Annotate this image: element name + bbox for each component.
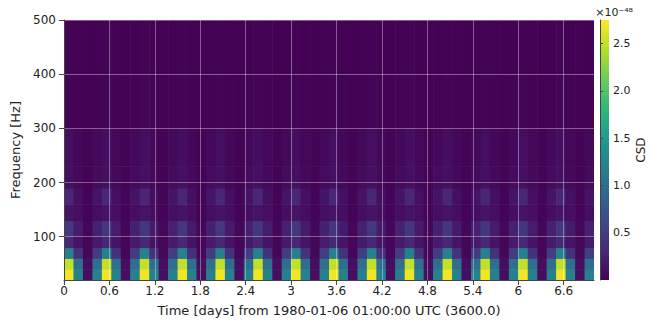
svg-text:3: 3 — [287, 284, 295, 298]
svg-text:400: 400 — [33, 67, 56, 81]
svg-text:2.5: 2.5 — [613, 37, 631, 50]
svg-text:100: 100 — [33, 230, 56, 244]
svg-text:6.6: 6.6 — [554, 284, 573, 298]
svg-text:1.2: 1.2 — [145, 284, 164, 298]
svg-text:2.4: 2.4 — [236, 284, 255, 298]
svg-text:CSD: CSD — [634, 137, 648, 162]
svg-text:4.2: 4.2 — [372, 284, 391, 298]
svg-text:1.8: 1.8 — [191, 284, 210, 298]
svg-text:300: 300 — [33, 121, 56, 135]
svg-text:1.5: 1.5 — [613, 132, 631, 145]
svg-text:6: 6 — [514, 284, 522, 298]
svg-text:0: 0 — [60, 284, 68, 298]
svg-text:0.5: 0.5 — [613, 226, 631, 239]
svg-text:1.0: 1.0 — [613, 179, 631, 192]
svg-text:2.0: 2.0 — [613, 84, 631, 97]
svg-text:Frequency [Hz]: Frequency [Hz] — [8, 101, 23, 199]
svg-text:3.6: 3.6 — [327, 284, 346, 298]
svg-text:×10⁻⁴⁸: ×10⁻⁴⁸ — [595, 6, 633, 19]
svg-text:500: 500 — [33, 13, 56, 27]
svg-text:5.4: 5.4 — [463, 284, 482, 298]
svg-text:200: 200 — [33, 176, 56, 190]
svg-text:4.8: 4.8 — [418, 284, 437, 298]
svg-text:0.6: 0.6 — [100, 284, 119, 298]
svg-text:Time [days] from 1980-01-06 01: Time [days] from 1980-01-06 01:00:00 UTC… — [156, 303, 500, 318]
